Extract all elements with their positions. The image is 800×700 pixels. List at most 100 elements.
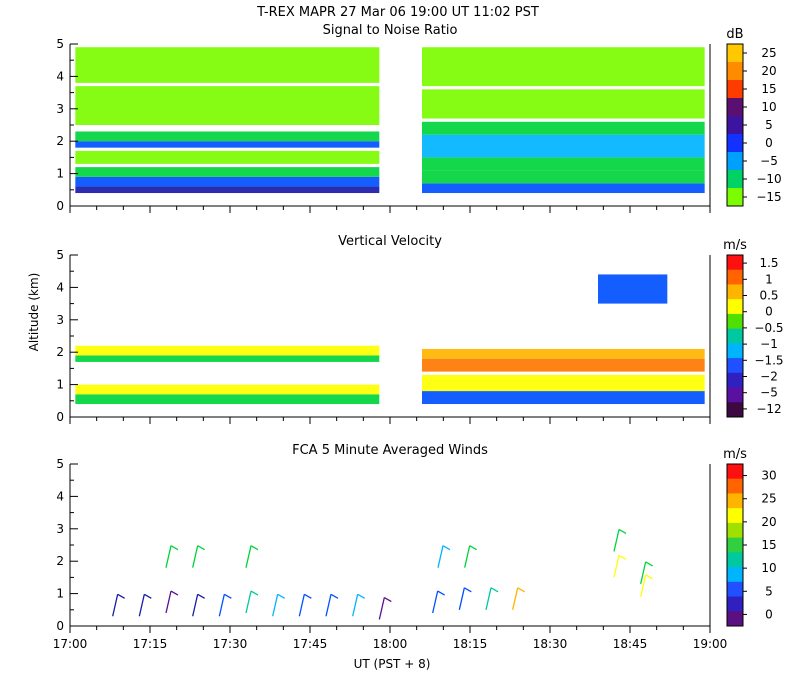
wind-barb-staff [325,594,332,617]
x-tick-label: 18:30 [533,637,568,651]
y-tick-label: 1 [56,587,64,601]
plots-layer: Signal to Noise Ratio012345dB2520151050−… [53,23,784,651]
wind-barb-18 [464,545,477,568]
wind-barb-flag [197,593,205,599]
wind-barb-staff [352,594,359,617]
wind-barb-flag [170,590,179,596]
heatmap-band-6 [422,374,705,392]
colorbar-label: −5 [760,154,778,168]
y-tick-label: 5 [56,248,64,262]
x-tick-label: 18:45 [613,637,648,651]
wind-barb-staff [640,561,647,585]
colorbar-label: 30 [761,469,776,483]
colorbar-label: −10 [756,172,781,186]
colorbar-swatch [727,44,743,63]
panel-2: Vertical Velocity 0 1 2 3 4 5 m/s 1.5 1 0.5 0 −0.5 −1… [56,234,784,424]
y-tick-label: 3 [56,313,64,327]
wind-barb-6 [192,545,205,568]
colorbar-swatch [727,116,743,135]
y-tick-label: 0 [56,410,64,424]
x-tick-label: 17:15 [133,637,168,651]
colorbar-swatch [727,387,743,403]
wind-barb-staff [165,545,172,568]
colorbar-swatch [727,372,743,389]
wind-barb-21 [613,554,627,578]
wind-barb-staff [613,555,620,578]
wind-barb-24 [640,574,653,597]
heatmap-band-7 [75,86,380,125]
wind-barb-12 [325,593,339,617]
colorbar-label: −5 [760,386,778,400]
wind-barb-7 [218,593,232,617]
y-tick-label: 3 [56,522,64,536]
wind-barb-flag [618,554,627,560]
wind-barb-flag [357,593,365,599]
heatmap-band-14 [422,89,705,119]
colorbar-label: −1 [760,337,778,351]
colorbar-swatch [727,170,743,189]
wind-barb-staff [192,545,199,568]
x-tick-label: 17:45 [293,637,328,651]
colorbar-label: 5 [765,584,773,598]
heatmap-band-8 [75,47,380,83]
colorbar-swatch [727,313,743,330]
wind-barb-staff [272,594,279,617]
colorbar-unit: m/s [723,447,747,462]
colorbar-label: 0 [765,136,773,150]
wind-barb-flag [250,590,259,596]
wind-barb-13 [352,593,365,617]
wind-barb-staff [192,594,199,617]
wind-barb-3 [165,590,179,614]
wind-barb-staff [245,590,252,614]
colorbar-swatch [727,581,743,598]
colorbar-swatch [727,478,743,494]
colorbar-label: 10 [761,100,776,114]
colorbar-swatch [727,343,743,359]
wind-barb-flag [490,587,499,593]
heatmap-band-3 [75,355,380,362]
heatmap-band-9 [422,183,705,194]
figure-title: T-REX MAPR 27 Mar 06 19:00 UT 11:02 PST [256,5,539,20]
colorbar-label: 15 [761,538,776,552]
y-tick-label: 0 [56,619,64,633]
colorbar-swatch [727,80,743,99]
wind-barb-2 [138,593,152,617]
colorbar-swatch [727,269,743,285]
wind-barb-14 [378,596,392,620]
x-tick-label: 18:00 [373,637,408,651]
heatmap-band-10 [422,170,705,184]
y-tick-label: 2 [56,134,64,148]
y-tick-label: 4 [56,69,64,83]
colorbar-label: 25 [761,492,776,506]
wind-barb-5 [192,593,205,617]
x-tick-label: 18:15 [453,637,488,651]
wind-barb-flag [117,593,125,599]
colorbar-swatch [727,255,743,271]
wind-barb-flag [618,528,627,535]
colorbar-swatch [727,284,743,300]
colorbar-unit: m/s [723,238,747,253]
wind-barb-flag [645,574,653,580]
colorbar-swatch [727,522,743,539]
colorbar-swatch [727,328,743,344]
wind-barb-flag [224,593,232,599]
wind-barb-4 [165,545,179,568]
wind-barb-staff [437,545,444,568]
heatmap-band-2 [75,384,380,395]
colorbar-label: 1.5 [759,256,778,270]
wind-barb-flag [330,593,339,599]
y-tick-label: 0 [56,199,64,213]
y-tick-label: 4 [56,489,64,503]
colorbar-label: 0 [765,305,773,319]
colorbar-label: 15 [761,82,776,96]
wind-barb-20 [512,587,525,610]
colorbar-label: −12 [756,402,781,416]
wind-barb-8 [245,590,259,614]
colorbar-label: 5 [765,118,773,132]
y-tick-label: 5 [56,457,64,471]
x-tick-label: 19:00 [693,637,728,651]
colorbar-swatch [727,62,743,81]
wind-barb-staff [458,587,465,610]
heatmap-band-5 [422,391,705,405]
